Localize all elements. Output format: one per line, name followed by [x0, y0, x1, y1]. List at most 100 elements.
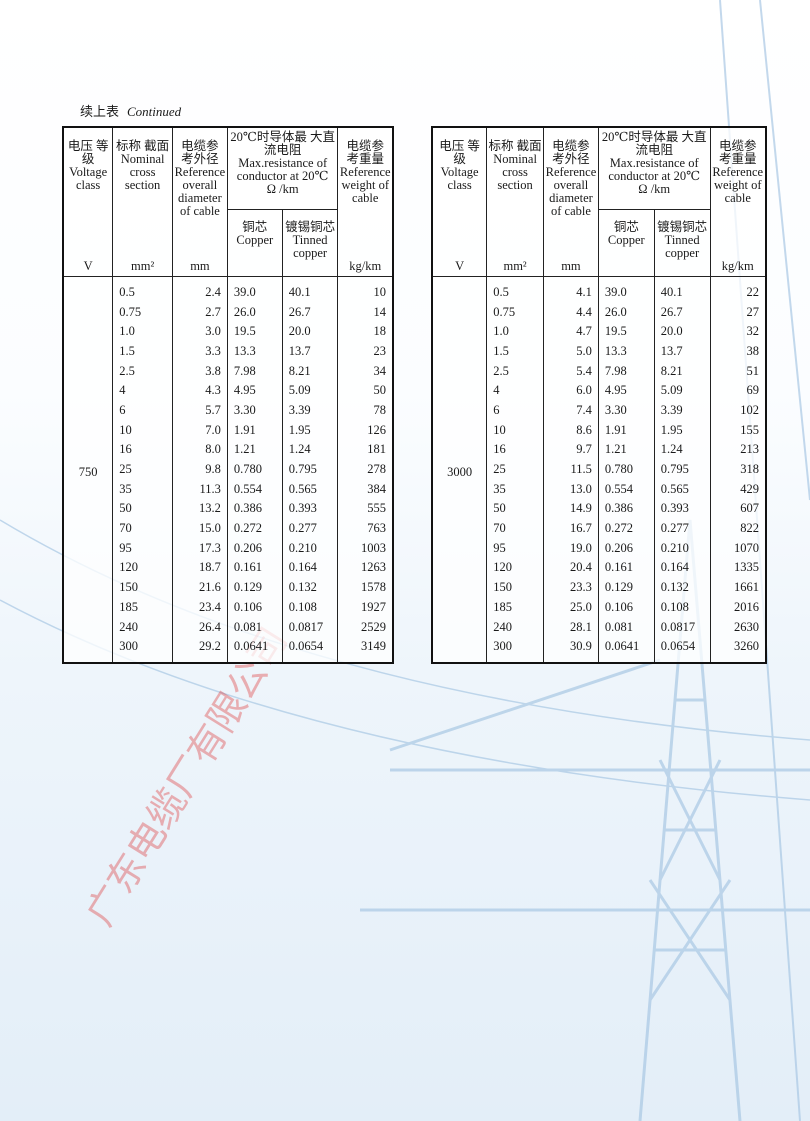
- table-row: 3000 0.5 4.1 39.0 40.1 22: [431, 276, 767, 663]
- weight-cell: 822: [709, 518, 767, 539]
- weight-cell: 18: [337, 321, 394, 342]
- weight-cell: 50: [337, 380, 394, 401]
- weight-cell: 1070: [709, 538, 767, 559]
- copper-resistance-cell: 13.3: [226, 341, 283, 362]
- table-row: 750 0.5 2.4 39.0 40.1 10: [62, 276, 394, 663]
- table-row: 35 13.0 0.554 0.565 429: [432, 479, 767, 500]
- table-row: 150 23.3 0.129 0.132 1661: [432, 577, 767, 598]
- resistance-zh: 20℃时导体最 大直流电阻: [601, 130, 707, 157]
- table-row: 185 25.0 0.106 0.108 2016: [432, 597, 767, 618]
- table-row: 4 6.0 4.95 5.09 69: [432, 380, 767, 401]
- copper-resistance-cell: 1.91: [226, 420, 283, 440]
- weight-cell: 14: [337, 302, 394, 322]
- diameter-cell: 9.8: [171, 459, 228, 480]
- weight-en: Reference weight of cable: [712, 164, 764, 205]
- section-cell: 50: [112, 499, 173, 519]
- weight-cell: 1578: [337, 577, 394, 598]
- diameter-unit: mm: [561, 258, 581, 273]
- table-row: 25 11.5 0.780 0.795 318: [432, 459, 767, 480]
- section-cell: 35: [112, 479, 173, 500]
- weight-cell: 69: [709, 380, 767, 401]
- copper-resistance-cell: 3.30: [226, 400, 283, 421]
- weight-cell: 155: [709, 420, 767, 440]
- section-cell: 25: [112, 459, 173, 480]
- voltage-unit: V: [83, 258, 93, 273]
- header-voltage: 电压 等级 Voltage class V: [62, 126, 114, 277]
- section-cell: 4: [486, 380, 544, 401]
- voltage-en: Voltage class: [440, 164, 479, 192]
- section-cell: 10: [112, 420, 173, 440]
- weight-cell: 1927: [337, 597, 394, 618]
- diameter-cell: 5.0: [542, 341, 599, 362]
- weight-cell: 32: [709, 321, 767, 342]
- weight-unit: kg/km: [721, 258, 754, 273]
- section-cell: 120: [486, 558, 544, 578]
- weight-cell: 213: [709, 440, 767, 460]
- header-diameter: 电缆参 考外径 Reference overall diameter of cab…: [171, 126, 228, 277]
- tinned-resistance-cell: 0.277: [653, 518, 711, 539]
- table-row: 10 7.0 1.91 1.95 126: [63, 420, 394, 440]
- weight-cell: 1335: [709, 558, 767, 578]
- tinned-resistance-cell: 8.21: [281, 361, 339, 381]
- diameter-zh: 电缆参 考外径: [181, 138, 219, 166]
- table-row: 50 13.2 0.386 0.393 555: [63, 499, 394, 519]
- section-cell: 6: [486, 400, 544, 421]
- diameter-cell: 11.5: [542, 459, 599, 480]
- section-cell: 70: [486, 518, 544, 539]
- section-cell: 1.5: [112, 341, 173, 362]
- section-cell: 2.5: [112, 361, 173, 381]
- voltage-en: Voltage class: [69, 164, 108, 192]
- weight-en: Reference weight of cable: [339, 164, 391, 205]
- copper-resistance-cell: 0.161: [597, 558, 655, 578]
- resistance-en: Max.resistance of conductor at 20℃: [236, 156, 329, 183]
- weight-cell: 2016: [709, 597, 767, 618]
- copper-resistance-cell: 39.0: [226, 276, 283, 303]
- table-row: 300 30.9 0.0641 0.0654 3260: [432, 636, 767, 663]
- weight-cell: 3149: [337, 636, 394, 663]
- resistance-unit: Ω /km: [266, 182, 299, 196]
- header-voltage: 电压 等级 Voltage class V: [431, 126, 488, 277]
- table-row: 150 21.6 0.129 0.132 1578: [63, 577, 394, 598]
- copper-zh: 铜芯: [613, 219, 639, 234]
- diameter-cell: 4.7: [542, 321, 599, 342]
- tinned-resistance-cell: 1.24: [653, 440, 711, 460]
- diameter-zh: 电缆参 考外径: [552, 138, 590, 166]
- section-cell: 2.5: [486, 361, 544, 381]
- header-resistance: 20℃时导体最 大直流电阻 Max.resistance of conductor…: [597, 126, 711, 210]
- copper-resistance-cell: 0.0641: [226, 636, 283, 663]
- copper-resistance-cell: 0.129: [226, 577, 283, 598]
- copper-resistance-cell: 26.0: [226, 302, 283, 322]
- diameter-cell: 11.3: [171, 479, 228, 500]
- tinned-resistance-cell: 0.164: [653, 558, 711, 578]
- section-cell: 0.75: [112, 302, 173, 322]
- tinned-resistance-cell: 0.0817: [653, 617, 711, 637]
- table-row: 10 8.6 1.91 1.95 155: [432, 420, 767, 440]
- weight-cell: 22: [709, 276, 767, 303]
- weight-cell: 126: [337, 420, 394, 440]
- section-cell: 50: [486, 499, 544, 519]
- copper-zh: 铜芯: [242, 219, 268, 234]
- table-row: 1.5 5.0 13.3 13.7 38: [432, 341, 767, 362]
- diameter-cell: 14.9: [542, 499, 599, 519]
- voltage-zh: 电压 等级: [439, 138, 480, 166]
- voltage-zh: 电压 等级: [67, 138, 109, 166]
- copper-en: Copper: [607, 232, 645, 247]
- section-zh: 标称 截面: [116, 138, 170, 153]
- tinned-resistance-cell: 5.09: [281, 380, 339, 401]
- diameter-cell: 4.1: [542, 276, 599, 303]
- header-copper: 铜芯 Copper: [597, 208, 655, 277]
- copper-resistance-cell: 0.081: [597, 617, 655, 637]
- weight-unit: kg/km: [349, 258, 382, 273]
- table-row: 16 8.0 1.21 1.24 181: [63, 440, 394, 460]
- section-cell: 240: [112, 617, 173, 637]
- section-cell: 70: [112, 518, 173, 539]
- weight-cell: 34: [337, 361, 394, 381]
- tinned-resistance-cell: 26.7: [653, 302, 711, 322]
- weight-cell: 102: [709, 400, 767, 421]
- table-caption: 续上表 Continued: [80, 101, 181, 120]
- table-row: 50 14.9 0.386 0.393 607: [432, 499, 767, 519]
- copper-resistance-cell: 0.554: [597, 479, 655, 500]
- copper-resistance-cell: 13.3: [597, 341, 655, 362]
- cable-spec-table-750v: 电压 等级 Voltage class V 标称 截面 Nominal cross s…: [62, 126, 394, 664]
